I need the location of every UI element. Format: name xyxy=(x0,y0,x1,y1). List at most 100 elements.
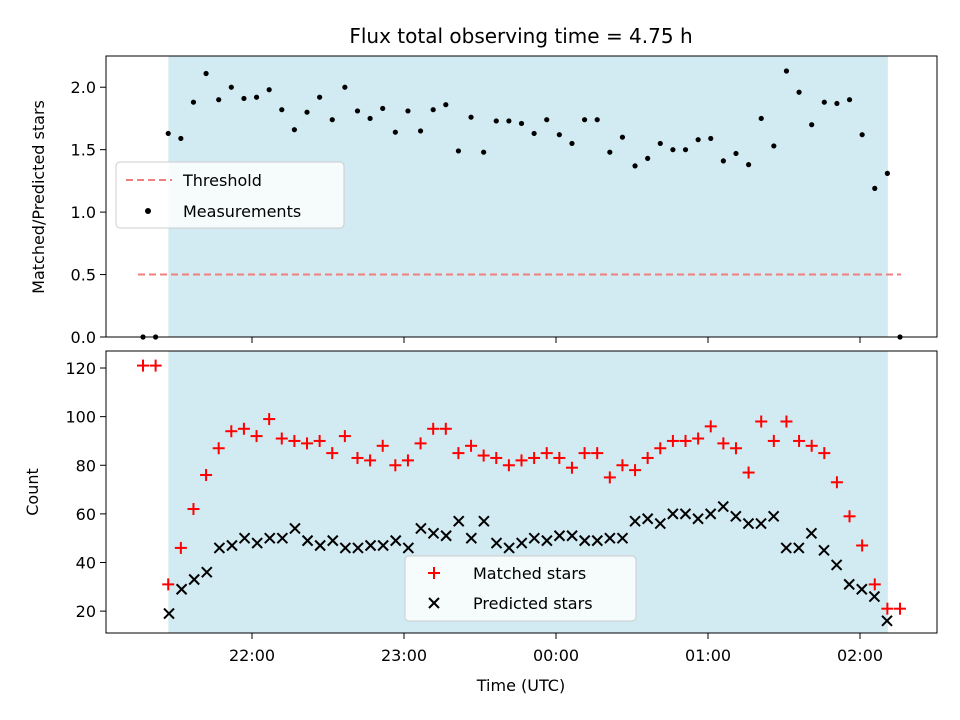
chart-title: Flux total observing time = 4.75 h xyxy=(349,24,692,48)
matched-star-point xyxy=(313,434,326,447)
top-y-tick-label: 0.5 xyxy=(71,266,96,285)
matched-star-point xyxy=(742,466,755,479)
predicted-star-point xyxy=(163,607,175,620)
measurement-point xyxy=(354,108,361,114)
measurement-point xyxy=(430,107,436,113)
predicted-star-point xyxy=(251,537,263,549)
measurement-point xyxy=(733,150,739,157)
matched-star-point xyxy=(490,451,503,464)
predicted-star-point xyxy=(377,539,389,552)
predicted-star-point xyxy=(843,578,855,591)
matched-star-point xyxy=(137,359,149,372)
top-y-ticks: 0.0 0.5 1.0 1.5 2.0 xyxy=(71,78,106,347)
matched-star-point xyxy=(515,454,528,467)
matched-star-point xyxy=(818,447,831,460)
measurement-point xyxy=(367,115,373,122)
matched-star-point xyxy=(692,432,705,445)
x-tick-label: 00:00 xyxy=(533,646,579,665)
matched-star-point xyxy=(212,442,225,455)
matched-star-point xyxy=(351,451,364,464)
x-tick-label: 01:00 xyxy=(685,646,731,665)
predicted-star-point xyxy=(856,583,868,595)
measurement-point xyxy=(455,148,462,154)
top-legend: Threshold Measurements xyxy=(115,161,345,229)
measurement-point xyxy=(405,108,411,114)
predicted-star-point xyxy=(767,510,780,523)
predicted-star-point xyxy=(742,517,755,530)
predicted-star-point xyxy=(213,542,226,554)
measurement-point xyxy=(556,132,562,138)
predicted-star-point xyxy=(679,508,692,520)
predicted-star-point xyxy=(604,532,616,544)
predicted-star-point xyxy=(490,537,503,549)
top-plot-content xyxy=(138,68,903,340)
measurement-point xyxy=(607,149,613,155)
predicted-star-point xyxy=(780,542,792,554)
measurement-point xyxy=(619,134,626,140)
predicted-star-point xyxy=(667,508,679,520)
measurement-point xyxy=(342,84,348,90)
measurement-point xyxy=(329,117,335,123)
measurement-point xyxy=(581,117,588,123)
top-x-ticks xyxy=(251,337,861,343)
measurement-point xyxy=(872,185,878,191)
measurement-point xyxy=(809,122,815,128)
predicted-star-point xyxy=(717,500,729,513)
measurement-point xyxy=(241,95,247,102)
matched-star-point xyxy=(704,420,717,433)
measurement-point xyxy=(203,70,209,77)
matched-star-point xyxy=(439,422,452,435)
legend-matched-swatch xyxy=(428,567,440,579)
predicted-star-point xyxy=(805,527,818,540)
matched-star-point xyxy=(856,539,869,552)
predicted-star-point xyxy=(868,590,881,603)
measurement-point xyxy=(216,97,222,103)
bottom-y-tick-label: 80 xyxy=(76,456,96,475)
matched-star-point xyxy=(187,503,200,516)
x-tick-label: 23:00 xyxy=(381,646,427,665)
x-axis-label: Time (UTC) xyxy=(476,676,565,695)
matched-star-point xyxy=(502,459,515,472)
matched-star-point xyxy=(767,434,780,447)
measurement-point xyxy=(317,94,323,100)
predicted-star-point xyxy=(541,534,553,547)
matched-star-point xyxy=(427,422,440,435)
predicted-star-point xyxy=(264,532,276,544)
matched-star-point xyxy=(200,468,213,481)
predicted-star-point xyxy=(503,542,515,554)
matched-star-point xyxy=(881,602,894,615)
matched-star-point xyxy=(868,578,881,591)
measurement-point xyxy=(834,100,840,107)
matched-star-point xyxy=(338,430,351,443)
bottom-y-tick-label: 60 xyxy=(76,505,96,524)
measurement-point xyxy=(279,107,285,113)
legend-threshold-label: Threshold xyxy=(182,171,262,190)
matched-star-point xyxy=(755,415,768,428)
matched-star-point xyxy=(288,434,301,447)
predicted-star-point xyxy=(238,532,251,544)
measurement-point xyxy=(771,143,777,149)
measurement-point xyxy=(380,105,386,112)
predicted-star-point xyxy=(339,542,352,554)
bottom-y-axis-label: Count xyxy=(23,468,42,516)
predicted-star-point xyxy=(730,510,742,523)
measurement-point xyxy=(594,117,600,123)
measurement-point xyxy=(746,162,752,168)
matched-star-point xyxy=(679,434,692,447)
predicted-star-point xyxy=(427,527,440,540)
predicted-star-point xyxy=(188,573,200,586)
bottom-axes-frame xyxy=(105,350,938,634)
bottom-y-tick-label: 100 xyxy=(65,408,96,427)
matched-star-point xyxy=(894,602,906,615)
bottom-x-ticks: 22:00 23:00 00:00 01:00 02:00 xyxy=(229,633,883,665)
measurement-point xyxy=(758,115,764,122)
measurement-point xyxy=(695,137,701,143)
measurement-point xyxy=(266,87,272,93)
measurement-point xyxy=(392,129,398,135)
matched-star-point xyxy=(250,430,263,443)
bottom-y-tick-label: 120 xyxy=(65,359,96,378)
predicted-star-point xyxy=(415,522,427,535)
measurement-point xyxy=(670,147,676,153)
bottom-legend: Matched stars Predicted stars xyxy=(404,555,637,622)
